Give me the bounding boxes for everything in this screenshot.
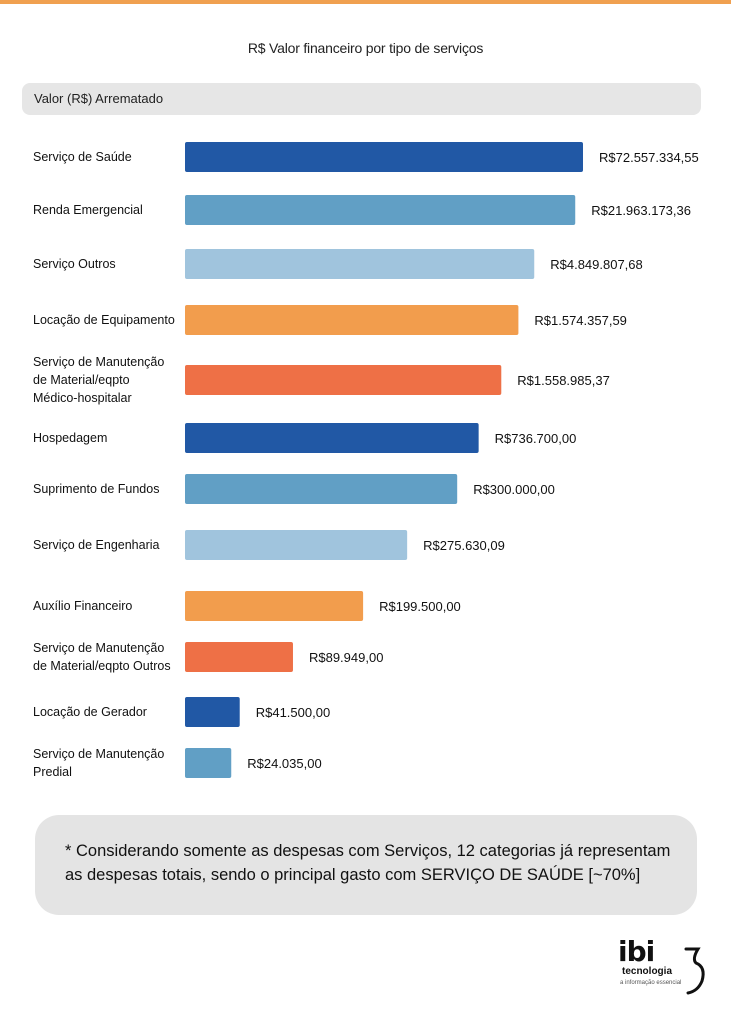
category-label-11: Locação de Gerador: [33, 703, 181, 721]
category-label-line: Predial: [33, 765, 72, 779]
bar-4: [185, 305, 519, 335]
value-label-11: R$41.500,00: [256, 705, 330, 720]
value-label-7: R$300.000,00: [473, 482, 555, 497]
category-label-3: Serviço Outros: [33, 255, 181, 273]
value-label-12: R$24.035,00: [247, 756, 321, 771]
bar-9: [185, 591, 364, 621]
category-label-7: Suprimento de Fundos: [33, 480, 181, 498]
category-label-line: Renda Emergencial: [33, 203, 143, 217]
category-label-12: Serviço de Manutenção Predial: [33, 745, 181, 781]
logo-tagline: a informação essencial: [620, 980, 682, 986]
category-label-line: Locação de Gerador: [33, 705, 147, 719]
note-text: * Considerando somente as despesas com S…: [65, 842, 671, 884]
logo-wordmark: ibi: [618, 935, 655, 968]
value-label-5: R$1.558.985,37: [517, 373, 610, 388]
category-label-8: Serviço de Engenharia: [33, 536, 181, 554]
category-label-line: Auxílio Financeiro: [33, 599, 133, 613]
category-label-line: de Material/eqpto Outros: [33, 659, 171, 673]
category-label-line: Médico-hospitalar: [33, 391, 132, 405]
bar-10: [185, 642, 293, 672]
category-label-line: de Material/eqpto: [33, 373, 130, 387]
category-label-line: Serviço Outros: [33, 257, 116, 271]
category-label-1: Serviço de Saúde: [33, 148, 181, 166]
category-label-line: Serviço de Manutenção: [33, 747, 165, 761]
value-label-10: R$89.949,00: [309, 650, 383, 665]
value-label-6: R$736.700,00: [495, 431, 577, 446]
bar-chart: R$72.557.334,55 R$21.963.173,36 R$4.849.80…: [185, 142, 699, 778]
category-label-4: Locação de Equipamento: [33, 311, 181, 329]
bar-12: [185, 748, 232, 778]
value-label-4: R$1.574.357,59: [534, 313, 627, 328]
top-accent-stripe: [0, 0, 731, 4]
category-label-6: Hospedagem: [33, 429, 181, 447]
category-label-line: Serviço de Manutenção: [33, 641, 165, 655]
category-label-line: Locação de Equipamento: [33, 313, 175, 327]
ibi-logo: ibi tecnologia a informação essencial: [612, 935, 712, 997]
category-label-line: Serviço de Engenharia: [33, 538, 160, 552]
bar-11: [185, 697, 240, 727]
category-label-line: Serviço de Manutenção: [33, 355, 165, 369]
bar-5: [185, 365, 502, 395]
value-label-9: R$199.500,00: [379, 599, 461, 614]
bar-3: [185, 249, 535, 279]
series-header-label: Valor (R$) Arrematado: [34, 91, 164, 106]
category-label-2: Renda Emergencial: [33, 201, 181, 219]
bar-8: [185, 530, 408, 560]
chart-title: R$ Valor financeiro por tipo de serviços: [247, 40, 484, 56]
series-header-bar: Valor (R$) Arrematado: [22, 83, 701, 115]
bar-2: [185, 195, 576, 225]
category-label-line: Serviço de Saúde: [33, 150, 132, 164]
bar-7: [185, 474, 458, 504]
category-label-10: Serviço de Manutenção de Material/eqpto O…: [33, 639, 181, 675]
category-label-5: Serviço de Manutenção de Material/eqpto Mé…: [33, 353, 181, 407]
value-label-2: R$21.963.173,36: [591, 203, 691, 218]
value-label-3: R$4.849.807,68: [550, 257, 643, 272]
category-label-line: Hospedagem: [33, 431, 108, 445]
logo-subtitle: tecnologia: [622, 966, 673, 977]
value-label-1: R$72.557.334,55: [599, 150, 699, 165]
value-label-8: R$275.630,09: [423, 538, 505, 553]
bar-6: [185, 423, 479, 453]
note-box: * Considerando somente as despesas com S…: [35, 815, 697, 915]
category-label-line: Suprimento de Fundos: [33, 482, 160, 496]
bar-1: [185, 142, 583, 172]
category-label-9: Auxílio Financeiro: [33, 597, 181, 615]
logo-curl-icon: [684, 947, 705, 995]
